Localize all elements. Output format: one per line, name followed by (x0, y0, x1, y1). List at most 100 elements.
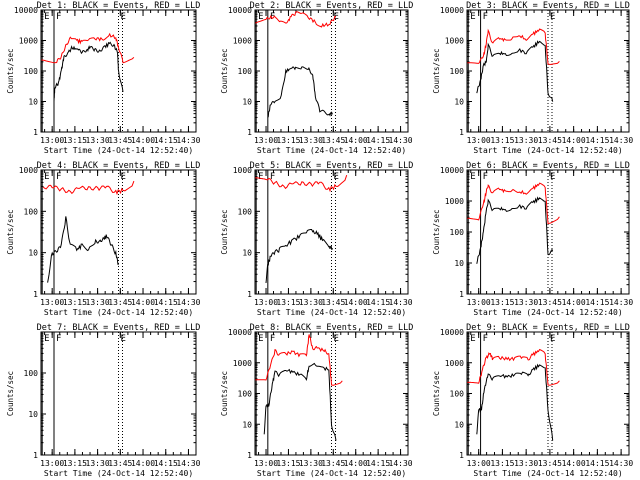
x-tick-label: 13:00 (254, 459, 278, 468)
y-axis-label: Counts/sec (432, 48, 441, 93)
x-tick-label: 14:30 (176, 459, 200, 468)
y-axis-label: Counts/sec (432, 209, 441, 254)
y-tick-label: 100 (450, 390, 465, 399)
x-tick-label: 14:00 (131, 459, 155, 468)
marker-label: E (470, 172, 475, 182)
x-tick-label: 14:00 (562, 298, 586, 307)
y-axis-label: Counts/sec (220, 371, 229, 416)
x-tick-label: 13:30 (299, 459, 323, 468)
y-tick-label: 10000 (440, 6, 464, 15)
marker-label: F (56, 172, 61, 182)
y-tick-label: 100 (450, 67, 465, 76)
x-tick-label: 14:30 (176, 298, 200, 307)
x-tick-label: 14:15 (154, 459, 178, 468)
x-tick-label: 14:15 (585, 459, 609, 468)
x-axis-label: Start Time (24-Oct-14 12:52:40) (44, 146, 193, 155)
y-tick-label: 10 (28, 249, 38, 258)
x-axis-label: Start Time (24-Oct-14 12:52:40) (257, 146, 406, 155)
y-tick-label: 10 (454, 98, 464, 107)
marker-label: E (44, 12, 49, 22)
y-axis-label: Counts/sec (6, 209, 15, 254)
x-tick-label: 13:00 (40, 136, 64, 145)
x-axis-label: Start Time (24-Oct-14 12:52:40) (473, 146, 622, 155)
y-tick-label: 1 (247, 451, 252, 460)
y-tick-label: 10 (454, 420, 464, 429)
x-tick-label: 13:30 (299, 136, 323, 145)
detector-panel-9: Det 9: BLACK = Events, RED = LLD 1 10 100 10… (432, 323, 633, 478)
x-tick-label: 14:00 (131, 136, 155, 145)
marker-label: F (483, 172, 488, 182)
x-tick-label: 13:45 (538, 136, 562, 145)
marker-label: E (258, 172, 263, 182)
y-tick-label: 1000 (445, 359, 464, 368)
x-tick-label: 13:00 (467, 298, 491, 307)
x-tick-label: 13:00 (40, 298, 64, 307)
x-tick-label: 13:30 (86, 298, 110, 307)
x-tick-label: 13:30 (514, 136, 538, 145)
x-tick-label: 14:30 (389, 298, 413, 307)
x-tick-label: 13:15 (276, 298, 300, 307)
x-tick-label: 13:30 (514, 298, 538, 307)
lld-series-line (467, 348, 560, 386)
panel-title: Det 9: BLACK = Events, RED = LLD (466, 323, 630, 333)
panel-title: Det 7: BLACK = Events, RED = LLD (37, 323, 201, 333)
marker-label: F (56, 334, 61, 344)
y-tick-label: 10000 (228, 6, 252, 15)
detector-panel-1: Det 1: BLACK = Events, RED = LLD 1 10 100 10… (6, 1, 201, 155)
x-tick-label: 14:15 (154, 136, 178, 145)
x-tick-label: 13:45 (321, 459, 345, 468)
events-series-line (263, 362, 337, 441)
y-tick-label: 100 (450, 228, 465, 237)
y-tick-label: 10000 (440, 328, 464, 337)
detector-panel-7: Det 7: BLACK = Events, RED = LLD 1 10 100 Co… (6, 323, 201, 478)
y-axis-label: Counts/sec (220, 209, 229, 254)
lld-series-line (467, 182, 560, 225)
y-tick-label: 100 (24, 369, 39, 378)
marker-label: E (470, 12, 475, 22)
x-tick-label: 14:15 (366, 298, 390, 307)
marker-label: E (334, 334, 339, 344)
y-tick-label: 1 (247, 128, 252, 137)
y-tick-label: 1000 (445, 37, 464, 46)
x-tick-label: 14:15 (585, 136, 609, 145)
marker-label: E (258, 12, 263, 22)
marker-label: F (270, 172, 275, 182)
x-tick-label: 14:30 (389, 136, 413, 145)
x-tick-label: 14:15 (585, 298, 609, 307)
marker-label: E (44, 172, 49, 182)
events-series-line (47, 216, 119, 283)
y-tick-label: 1000 (233, 166, 252, 175)
detector-panel-8: Det 8: BLACK = Events, RED = LLD 1 10 100 10… (220, 323, 413, 478)
panel-title: Det 6: BLACK = Events, RED = LLD (466, 161, 630, 171)
y-tick-label: 1 (247, 290, 252, 299)
marker-label: E (334, 12, 339, 22)
y-tick-label: 1 (459, 451, 464, 460)
panel-title: Det 4: BLACK = Events, RED = LLD (37, 161, 201, 171)
events-series-line (476, 40, 554, 102)
panel-title: Det 2: BLACK = Events, RED = LLD (250, 1, 414, 11)
panel-title: Det 5: BLACK = Events, RED = LLD (250, 161, 414, 171)
x-tick-label: 14:00 (344, 459, 368, 468)
y-tick-label: 100 (238, 207, 253, 216)
y-tick-label: 1 (33, 290, 38, 299)
lld-series-line (41, 32, 135, 64)
x-tick-label: 13:15 (490, 459, 514, 468)
x-tick-label: 13:30 (299, 298, 323, 307)
y-tick-label: 10 (242, 249, 252, 258)
y-tick-label: 1 (33, 451, 38, 460)
x-tick-label: 14:15 (366, 136, 390, 145)
x-tick-label: 13:00 (467, 459, 491, 468)
x-axis-label: Start Time (24-Oct-14 12:52:40) (473, 308, 622, 317)
x-tick-label: 14:15 (154, 298, 178, 307)
events-series-line (476, 196, 554, 264)
marker-label: F (270, 334, 275, 344)
lld-series-line (42, 180, 135, 196)
x-axis-label: Start Time (24-Oct-14 12:52:40) (257, 469, 406, 478)
x-tick-label: 14:00 (131, 298, 155, 307)
marker-label: E (121, 12, 126, 22)
y-axis-label: Counts/sec (220, 48, 229, 93)
x-tick-label: 13:15 (490, 298, 514, 307)
lld-series-line (255, 334, 343, 386)
panel-title: Det 8: BLACK = Events, RED = LLD (250, 323, 414, 333)
